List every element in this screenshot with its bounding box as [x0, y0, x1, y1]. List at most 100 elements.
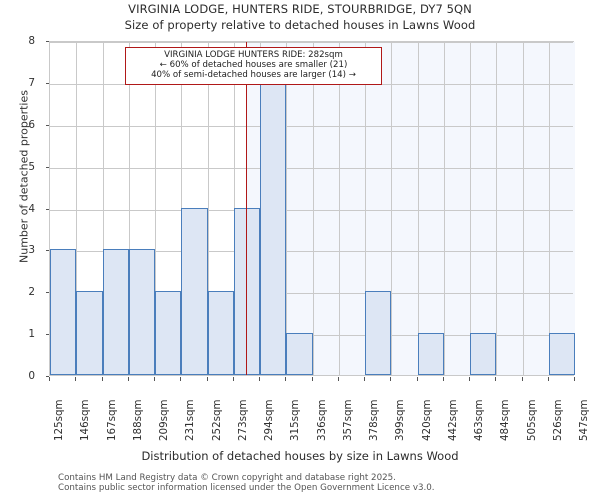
gridline-vertical	[207, 42, 209, 375]
y-tick-label: 5	[28, 160, 35, 173]
y-tick-label: 6	[28, 118, 35, 131]
annotation-line-2: ← 60% of detached houses are smaller (21…	[159, 60, 348, 71]
annotation-box: VIRGINIA LODGE HUNTERS RIDE: 282sqm ← 60…	[125, 47, 382, 85]
x-tick-label: 294sqm	[263, 399, 275, 441]
x-tick-label: 188sqm	[131, 399, 144, 441]
y-tick-label: 1	[28, 328, 35, 341]
x-tick-label: 378sqm	[368, 399, 380, 441]
y-tick-label: 4	[28, 202, 35, 215]
x-tick-mark	[49, 377, 50, 381]
annotation-line-3: 40% of semi-detached houses are larger (…	[151, 70, 356, 81]
x-tick-label: 146sqm	[79, 399, 92, 441]
annotation-line-1: VIRGINIA LODGE HUNTERS RIDE: 282sqm	[164, 50, 343, 60]
gridline-vertical	[128, 42, 130, 375]
chart-title: VIRGINIA LODGE, HUNTERS RIDE, STOURBRIDG…	[0, 2, 600, 33]
gridline-horizontal	[50, 209, 573, 211]
gridline-vertical	[548, 42, 550, 375]
gridline-vertical	[391, 42, 393, 375]
x-tick-label: 209sqm	[158, 399, 170, 441]
gridline-vertical	[155, 42, 156, 375]
x-tick-label: 231sqm	[184, 399, 197, 441]
x-tick-label: 336sqm	[315, 399, 328, 441]
y-axis-label: Number of detached properties	[17, 90, 31, 263]
y-tick-mark	[46, 376, 49, 377]
y-tick-mark	[46, 292, 49, 294]
x-tick-label: 252sqm	[210, 399, 223, 441]
x-tick-label: 484sqm	[499, 399, 512, 441]
x-tick-mark	[547, 377, 549, 381]
histogram-bar	[548, 333, 575, 375]
histogram-bar	[286, 333, 313, 375]
x-tick-mark	[127, 377, 129, 381]
histogram-bar	[155, 291, 182, 375]
y-tick-mark	[46, 250, 49, 252]
gridline-vertical	[76, 42, 78, 375]
histogram-bar	[365, 291, 392, 375]
gridline-horizontal	[50, 125, 573, 127]
x-tick-mark	[311, 377, 313, 381]
x-axis-label: Distribution of detached houses by size …	[141, 449, 459, 463]
y-tick-mark	[46, 208, 49, 210]
x-tick-mark	[259, 377, 260, 381]
larger-region-shading	[245, 42, 575, 375]
histogram-bar	[128, 249, 155, 375]
gridline-vertical	[102, 42, 104, 375]
property-marker-line	[245, 42, 248, 375]
gridline-horizontal	[50, 167, 573, 169]
y-tick-mark	[46, 334, 49, 336]
x-tick-mark	[232, 377, 234, 381]
x-tick-mark	[101, 377, 103, 381]
gridline-vertical	[470, 42, 471, 375]
x-tick-mark	[364, 377, 365, 381]
y-tick-mark	[46, 124, 49, 126]
y-tick-label: 3	[28, 244, 35, 257]
histogram-bar	[76, 291, 103, 375]
x-tick-label: 167sqm	[105, 399, 118, 441]
x-tick-label: 357sqm	[341, 399, 354, 441]
histogram-bar	[470, 333, 497, 375]
title-line-2: Size of property relative to detached ho…	[124, 18, 476, 32]
y-tick-mark	[46, 41, 49, 42]
x-tick-mark	[521, 377, 523, 381]
x-tick-mark	[416, 377, 418, 381]
gridline-vertical	[286, 42, 288, 375]
x-tick-label: 315sqm	[289, 399, 302, 441]
footer-line-1: Contains HM Land Registry data © Crown c…	[58, 473, 396, 483]
x-tick-mark	[206, 377, 208, 381]
gridline-horizontal	[50, 42, 573, 43]
gridline-vertical	[417, 42, 419, 375]
histogram-bar	[260, 81, 287, 375]
y-tick-label: 0	[28, 370, 35, 382]
gridline-vertical	[365, 42, 366, 375]
x-tick-label: 273sqm	[236, 399, 249, 441]
x-tick-mark	[390, 377, 392, 381]
gridline-vertical	[522, 42, 524, 375]
title-line-1: VIRGINIA LODGE, HUNTERS RIDE, STOURBRIDG…	[128, 2, 472, 16]
histogram-bar	[102, 249, 129, 375]
y-tick-mark	[46, 82, 49, 84]
x-tick-label: 420sqm	[420, 399, 433, 441]
x-tick-label: 526sqm	[551, 399, 564, 441]
y-tick-label: 7	[28, 76, 35, 89]
gridline-vertical	[443, 42, 445, 375]
x-tick-label: 505sqm	[525, 399, 538, 441]
gridline-vertical	[338, 42, 340, 375]
histogram-bar	[181, 207, 208, 375]
x-tick-mark	[442, 377, 444, 381]
x-tick-mark	[469, 377, 470, 381]
plot-area	[49, 41, 575, 376]
gridline-vertical	[496, 42, 498, 375]
x-tick-mark	[285, 377, 287, 381]
footer-line-2: Contains public sector information licen…	[58, 483, 435, 494]
x-tick-label: 463sqm	[473, 399, 485, 441]
y-tick-mark	[46, 166, 49, 168]
gridline-horizontal	[50, 293, 573, 295]
x-tick-mark	[495, 377, 497, 381]
y-tick-label: 2	[28, 286, 35, 299]
x-tick-label: 125sqm	[53, 399, 65, 441]
x-tick-mark	[75, 377, 77, 381]
x-tick-label: 547sqm	[578, 399, 590, 441]
x-tick-label: 399sqm	[394, 399, 407, 441]
footer-attribution: Contains HM Land Registry data © Crown c…	[58, 473, 598, 494]
histogram-bar	[207, 291, 234, 375]
